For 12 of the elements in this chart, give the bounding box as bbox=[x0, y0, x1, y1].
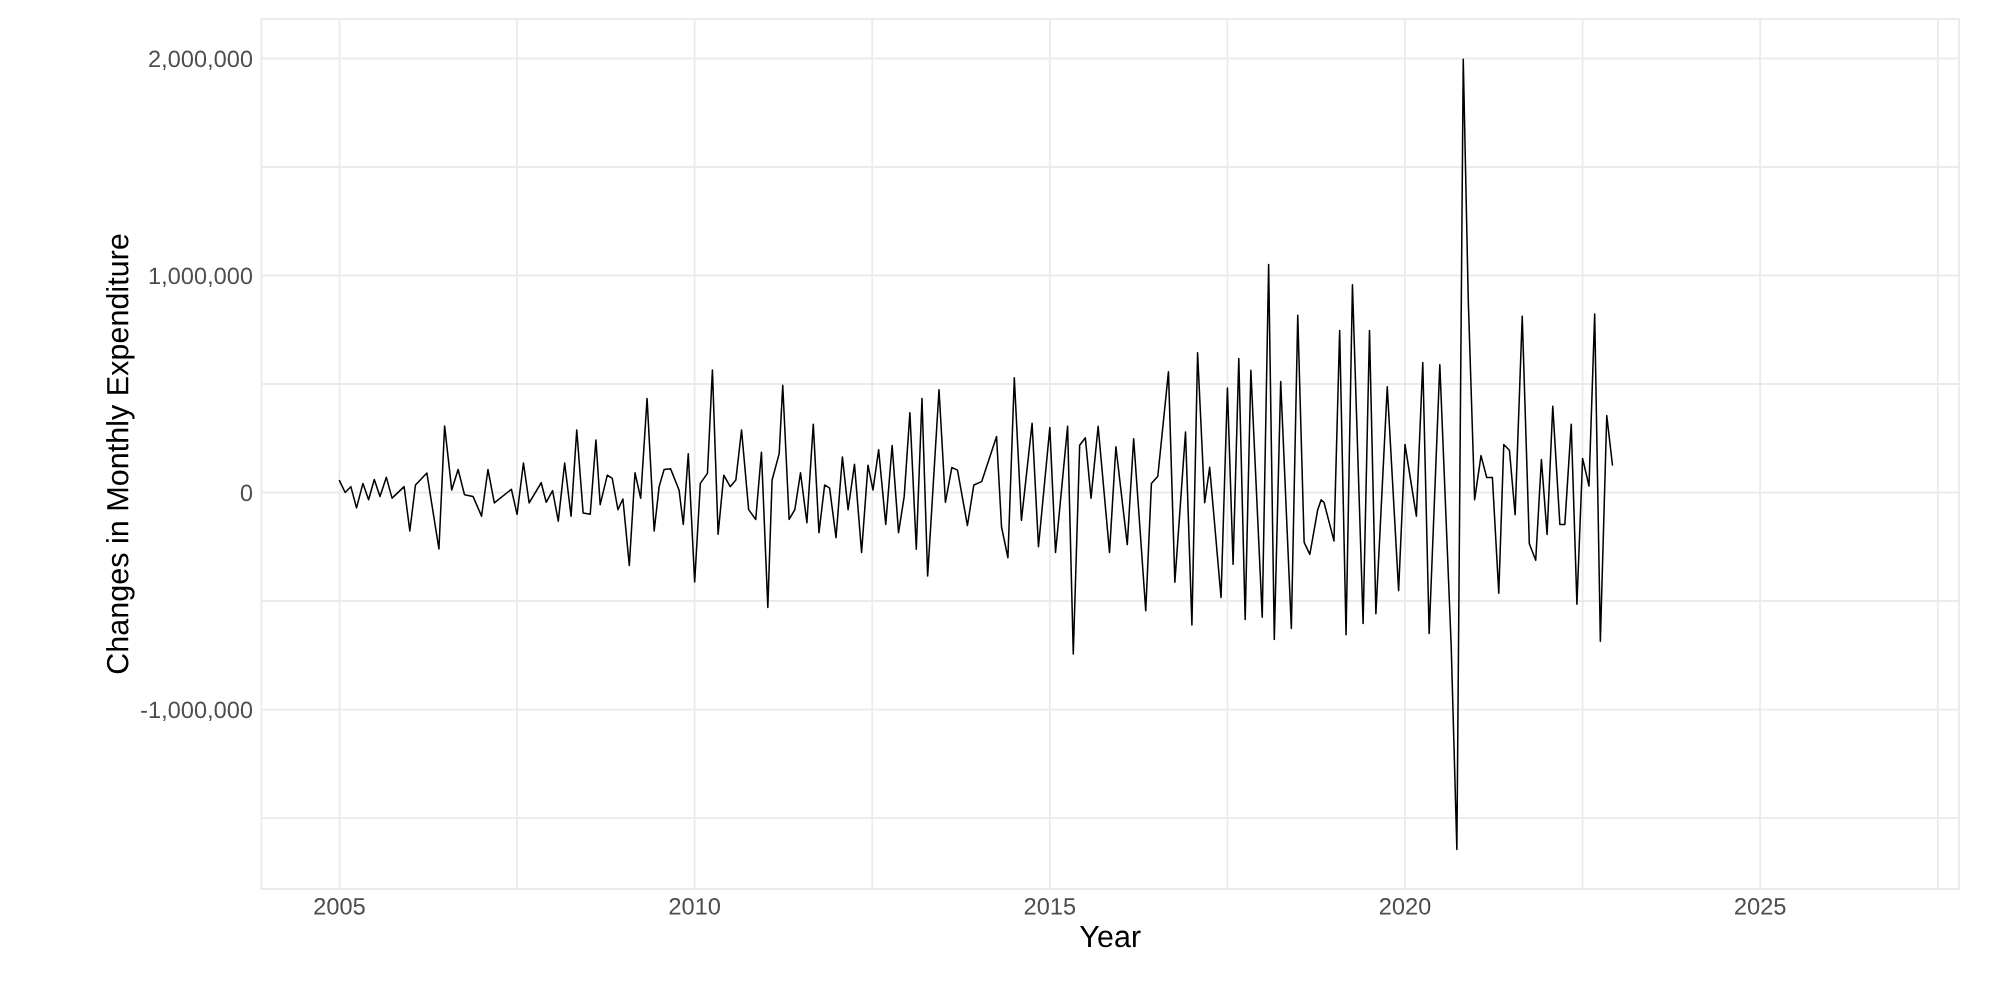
y-tick-label: 2,000,000 bbox=[149, 50, 253, 71]
y-axis-title: Changes in Monthly Expenditure bbox=[106, 234, 135, 674]
y-tick-label: -1,000,000 bbox=[141, 701, 253, 722]
x-tick-label: 2025 bbox=[1735, 897, 1786, 915]
x-tick-label: 2010 bbox=[669, 897, 720, 915]
y-tick-label: 1,000,000 bbox=[149, 267, 253, 288]
x-tick-label: 2015 bbox=[1024, 897, 1076, 915]
line-series bbox=[338, 58, 1614, 851]
y-tick-label: 0 bbox=[240, 484, 253, 502]
x-tick-label: 2005 bbox=[314, 897, 365, 915]
x-tick-label: 2020 bbox=[1379, 897, 1431, 915]
x-axis-title: Year bbox=[1080, 926, 1141, 948]
